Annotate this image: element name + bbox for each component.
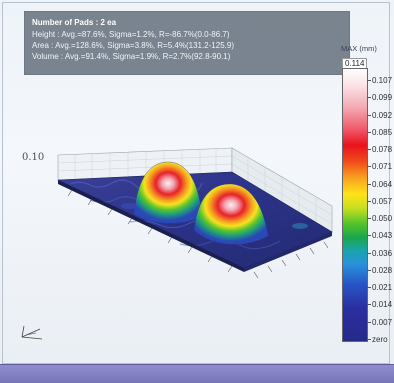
height-stats-line: Height : Avg.=87.6%, Sigma=1.2%, R=-86.7… <box>32 30 230 39</box>
colorbar-tick-label: 0.021 <box>372 283 393 293</box>
colorbar-tick-mark <box>367 114 371 116</box>
colorbar-tick-label: zero <box>372 335 388 344</box>
measurement-info-panel: Number of Pads : 2 ea Height : Avg.=87.6… <box>24 11 350 75</box>
colorbar-tick-mark <box>367 321 371 323</box>
colorbar-tick-mark <box>367 200 371 202</box>
colorbar-tick-mark <box>367 131 371 133</box>
colorbar-tick-label: 0.007 <box>372 317 393 327</box>
back-wall <box>57 147 233 181</box>
colorbar-tick-mark <box>367 339 371 340</box>
colorbar-tick-mark <box>367 183 371 185</box>
x-axis-ticks <box>67 189 233 273</box>
substrate-edges <box>58 180 332 272</box>
colorbar-tick-mark <box>367 166 371 168</box>
colorbar-tick-label: 0.028 <box>372 265 393 275</box>
colorbar-tick-label: 0.085 <box>372 127 393 137</box>
colorbar-tick-label: 0.092 <box>372 110 393 120</box>
volume-stats-line: Volume : Avg.=91.4%, Sigma=1.9%, R=2.7%(… <box>32 52 231 61</box>
solder-pad-2[interactable] <box>193 183 269 245</box>
colorbar-tick-mark <box>367 235 371 237</box>
colorbar-tick-mark <box>367 287 371 289</box>
area-stats-line: Area : Avg.=128.6%, Sigma=3.8%, R=5.4%(1… <box>32 41 234 50</box>
pad-count-line: Number of Pads : 2 ea <box>32 18 117 27</box>
colorbar-tick-label: 0.071 <box>372 162 393 172</box>
colorbar-tick-mark <box>367 252 371 254</box>
colorbar-tick-label: 0.064 <box>372 179 393 189</box>
z-axis-label: 0.10 <box>22 152 45 163</box>
y-axis-ticks <box>253 241 329 279</box>
colorbar-tick-mark <box>367 80 371 81</box>
solder-pad-1[interactable] <box>133 161 203 224</box>
colorbar-tick-label: 0.099 <box>372 93 393 103</box>
colorbar-tick-label: 0.036 <box>372 248 393 258</box>
colorbar-tick-label: 0.043 <box>372 231 393 241</box>
colorbar-tick-mark <box>367 304 371 306</box>
axis-triad-icon <box>21 325 43 340</box>
colorbar-tick-mark <box>367 218 371 220</box>
colorbar-tick-label: 0.078 <box>372 145 393 155</box>
legend-title: MAX (mm) <box>341 44 377 53</box>
viewport-frame <box>2 2 390 364</box>
colorbar-tick-mark <box>367 149 371 151</box>
colorbar-tick-label: 0.057 <box>372 196 393 206</box>
colorbar-tick-mark <box>367 97 371 99</box>
height-colorbar <box>342 68 368 342</box>
colorbar-tick-label: 0.107 <box>372 76 393 85</box>
colorbar-tick-mark <box>367 269 371 271</box>
status-bar <box>0 364 394 383</box>
colorbar-tick-label: 0.050 <box>372 214 393 224</box>
colorbar-tick-label: 0.014 <box>372 300 393 310</box>
